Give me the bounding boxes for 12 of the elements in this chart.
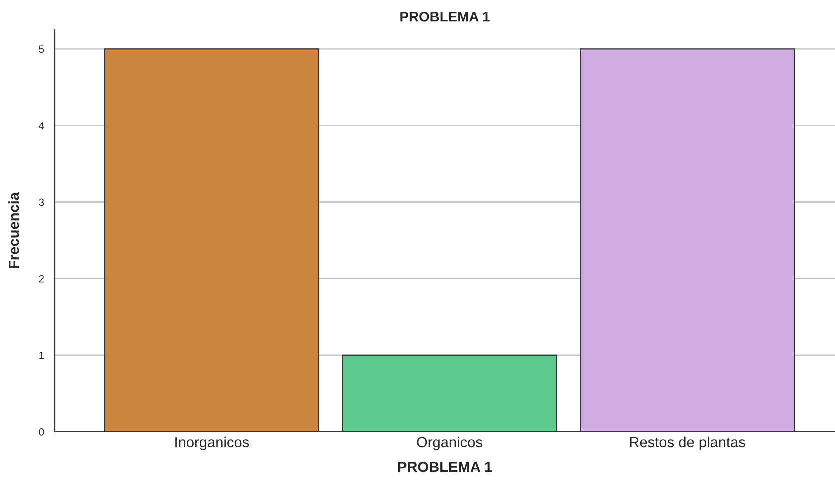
y-tick-label: 0 — [39, 428, 44, 436]
x-tick-label: Organicos — [417, 436, 482, 450]
y-tick-label: 2 — [39, 275, 44, 283]
y-tick-label: 4 — [39, 122, 44, 130]
x-axis-title: PROBLEMA 1 — [398, 462, 492, 472]
y-tick-label: 5 — [39, 46, 44, 54]
y-tick-label: 3 — [39, 198, 44, 206]
chart-title: PROBLEMA 1 — [400, 12, 490, 22]
y-axis-title: Frecuencia — [8, 192, 20, 269]
y-tick-label: 1 — [40, 352, 44, 360]
x-tick-label: Inorganicos — [176, 436, 250, 450]
x-tick-label: Restos de plantas — [630, 436, 746, 450]
